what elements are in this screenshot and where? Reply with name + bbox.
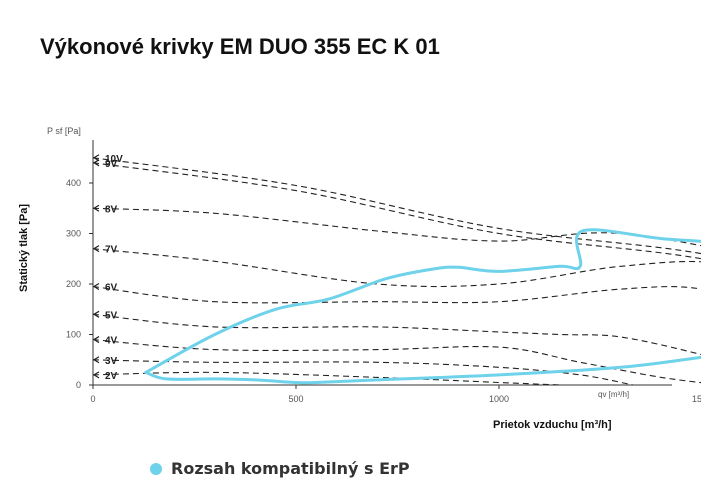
curve-label-8v: 8V xyxy=(105,204,118,215)
y-axis-title: Statický tlak [Pa] xyxy=(18,204,30,292)
curve-marker-6v xyxy=(92,283,100,291)
curve-marker-2v xyxy=(92,371,100,379)
y-tick-label: 200 xyxy=(66,279,81,289)
legend-erp-marker xyxy=(150,462,162,475)
curve-8v xyxy=(92,207,701,247)
curve-2v xyxy=(92,371,560,386)
curve-marker-3v xyxy=(92,356,100,364)
curve-10v xyxy=(92,157,701,255)
curve-marker-5v xyxy=(92,310,100,318)
y-tick-label: 400 xyxy=(66,178,81,188)
curve-3v xyxy=(92,359,634,386)
curve-6v xyxy=(92,285,701,304)
curve-label-4v: 4V xyxy=(105,336,118,347)
curve-label-2v: 2V xyxy=(105,371,118,382)
y-tick-label: 300 xyxy=(66,229,81,239)
erp-region-outline xyxy=(144,228,701,385)
curve-label-5v: 5V xyxy=(105,310,118,321)
curve-label-3v: 3V xyxy=(105,356,118,367)
curve-label-7v: 7V xyxy=(105,245,118,256)
y-tick-label: 100 xyxy=(66,330,81,340)
curve-marker-9v xyxy=(92,159,100,167)
x-axis-title: Prietok vzduchu [m³/h] xyxy=(493,419,612,431)
curve-marker-7v xyxy=(92,245,100,253)
x-unit-label: qv [m³/h] xyxy=(598,390,629,399)
chart-title: Výkonové krivky EM DUO 355 EC K 01 xyxy=(40,34,440,59)
curve-9v xyxy=(92,162,701,260)
curve-marker-10v xyxy=(92,154,100,162)
legend: Rozsah kompatibilný s ErP xyxy=(150,459,410,478)
y-tick-label: 0 xyxy=(76,380,81,390)
y-unit-label: P sf [Pa] xyxy=(47,126,81,136)
x-tick-label: 1000 xyxy=(489,394,509,404)
x-tick-label: 1500 xyxy=(692,394,701,404)
curve-marker-8v xyxy=(92,204,100,212)
curve-label-10v: 10V xyxy=(105,154,123,165)
curve-marker-4v xyxy=(92,336,100,344)
curve-label-9v: 9V xyxy=(105,159,118,170)
legend-erp-label: Rozsah kompatibilný s ErP xyxy=(171,459,410,478)
x-tick-label: 500 xyxy=(288,394,303,404)
x-tick-label: 0 xyxy=(90,394,95,404)
curve-label-6v: 6V xyxy=(105,283,118,294)
curve-4v xyxy=(92,339,701,384)
